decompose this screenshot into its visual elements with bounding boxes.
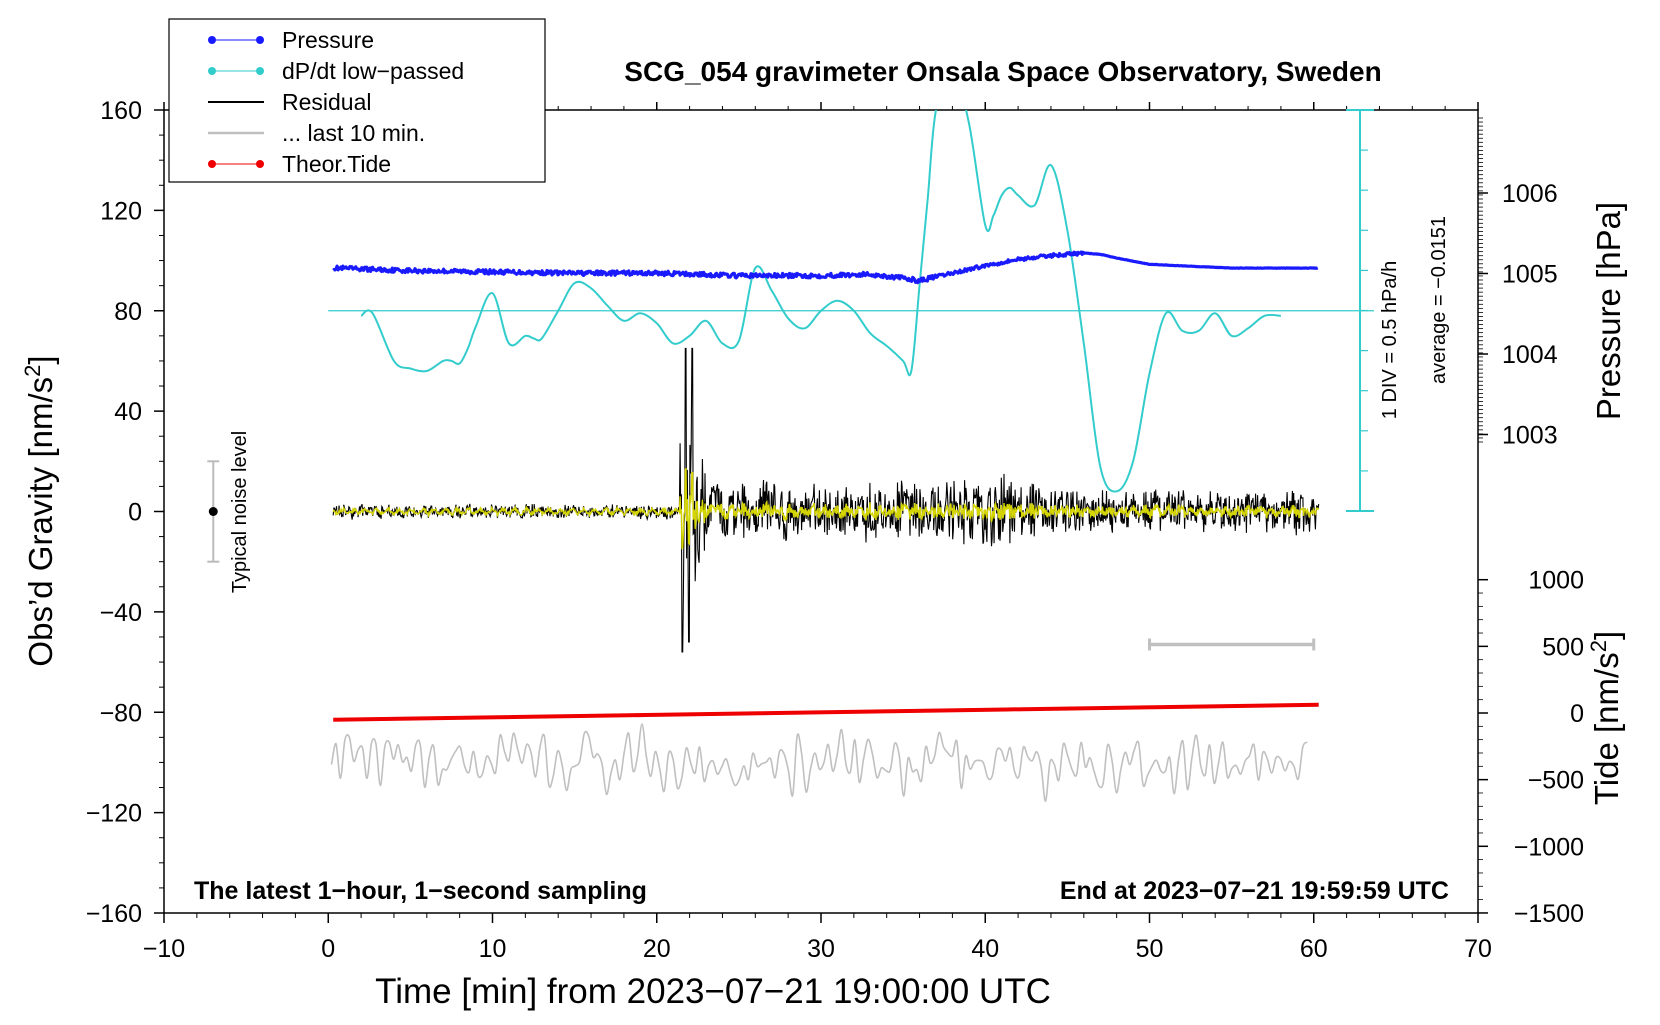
- x-tick-label: 20: [643, 935, 671, 963]
- tide-tick-label: 500: [1542, 633, 1584, 661]
- y-axis-label-tide: Tide [nm/s2]: [1586, 631, 1626, 805]
- x-tick-label: 70: [1464, 935, 1492, 963]
- tide-tick-label: −500: [1528, 767, 1584, 795]
- legend-marker: [256, 160, 264, 168]
- x-tick-label: 10: [479, 935, 507, 963]
- legend-label: Pressure: [282, 27, 374, 53]
- pressure-tick-label: 1005: [1502, 261, 1558, 289]
- legend-item: Residual: [208, 89, 372, 115]
- dpdt-scale-label: 1 DIV = 0.5 hPa/h: [1379, 261, 1401, 419]
- y-tick-label: 160: [100, 97, 142, 125]
- y-tick-label: −80: [100, 699, 142, 727]
- y-tick-label: 0: [128, 499, 142, 527]
- x-tick-label: 0: [321, 935, 335, 963]
- series-pressure: [332, 250, 1319, 285]
- legend-label: Residual: [282, 89, 372, 115]
- legend-item: Theor.Tide: [208, 151, 391, 177]
- noise-center-dot: [208, 507, 218, 516]
- bottom-left-note: The latest 1−hour, 1−second sampling: [194, 877, 647, 905]
- y-tick-label: −160: [86, 900, 142, 928]
- noise-level-indicator: Typical noise level: [207, 431, 251, 593]
- chart-title: SCG_054 gravimeter Onsala Space Observat…: [624, 56, 1381, 87]
- legend-marker: [208, 160, 216, 168]
- series-last-10-min: [330, 723, 1308, 803]
- noise-label: Typical noise level: [229, 431, 251, 593]
- x-tick-label: −10: [143, 935, 185, 963]
- tide-tick-label: −1000: [1514, 833, 1584, 861]
- tide-tick-label: 1000: [1528, 567, 1584, 595]
- legend-box: [168, 18, 546, 183]
- series-dpdt: [360, 110, 1281, 493]
- tide-tick-label: −1500: [1514, 900, 1584, 928]
- axis-ticks: −10 0 10 20 30 40 50 60 70 −160 −120 −80 −40 0 40 80 120…: [86, 97, 1584, 963]
- tide-tick-label: 0: [1570, 700, 1584, 728]
- pressure-tick-label: 1003: [1502, 422, 1558, 450]
- legend-marker: [208, 67, 216, 75]
- y-tick-label: −40: [100, 599, 142, 627]
- x-tick-label: 40: [971, 935, 999, 963]
- x-tick-label: 60: [1300, 935, 1328, 963]
- series-theoretical-tide: [333, 702, 1319, 722]
- bottom-right-note: End at 2023−07−21 19:59:59 UTC: [1060, 877, 1449, 905]
- dpdt-average-label: average = −0.0151: [1428, 216, 1450, 384]
- pressure-tick-label: 1006: [1502, 180, 1558, 208]
- y-tick-label: 120: [100, 197, 142, 225]
- legend-item: dP/dt low−passed: [208, 58, 464, 84]
- legend-item: Pressure: [208, 27, 374, 53]
- x-tick-label: 30: [807, 935, 835, 963]
- legend-marker: [208, 36, 216, 44]
- y-axis-label-gravity: Obs’d Gravity [nm/s2]: [20, 355, 60, 666]
- series-group: [328, 110, 1374, 803]
- legend-marker: [256, 67, 264, 75]
- y-tick-label: −120: [86, 800, 142, 828]
- y-tick-label: 40: [114, 398, 142, 426]
- series-residual-smoothed: [332, 467, 1320, 550]
- legend: Pressure dP/dt low−passed Residual ... last…: [168, 18, 546, 183]
- series-residual: [332, 347, 1320, 653]
- y-axis-label-pressure: Pressure [hPa]: [1590, 202, 1627, 420]
- legend-item: ... last 10 min.: [208, 120, 425, 146]
- legend-label: Theor.Tide: [282, 151, 391, 177]
- x-tick-label: 50: [1136, 935, 1164, 963]
- pressure-tick-label: 1004: [1502, 341, 1558, 369]
- legend-marker: [256, 36, 264, 44]
- y-tick-label: 80: [114, 298, 142, 326]
- legend-label: ... last 10 min.: [282, 120, 425, 146]
- x-axis-label: Time [min] from 2023−07−21 19:00:00 UTC: [375, 972, 1051, 1011]
- legend-label: dP/dt low−passed: [282, 58, 464, 84]
